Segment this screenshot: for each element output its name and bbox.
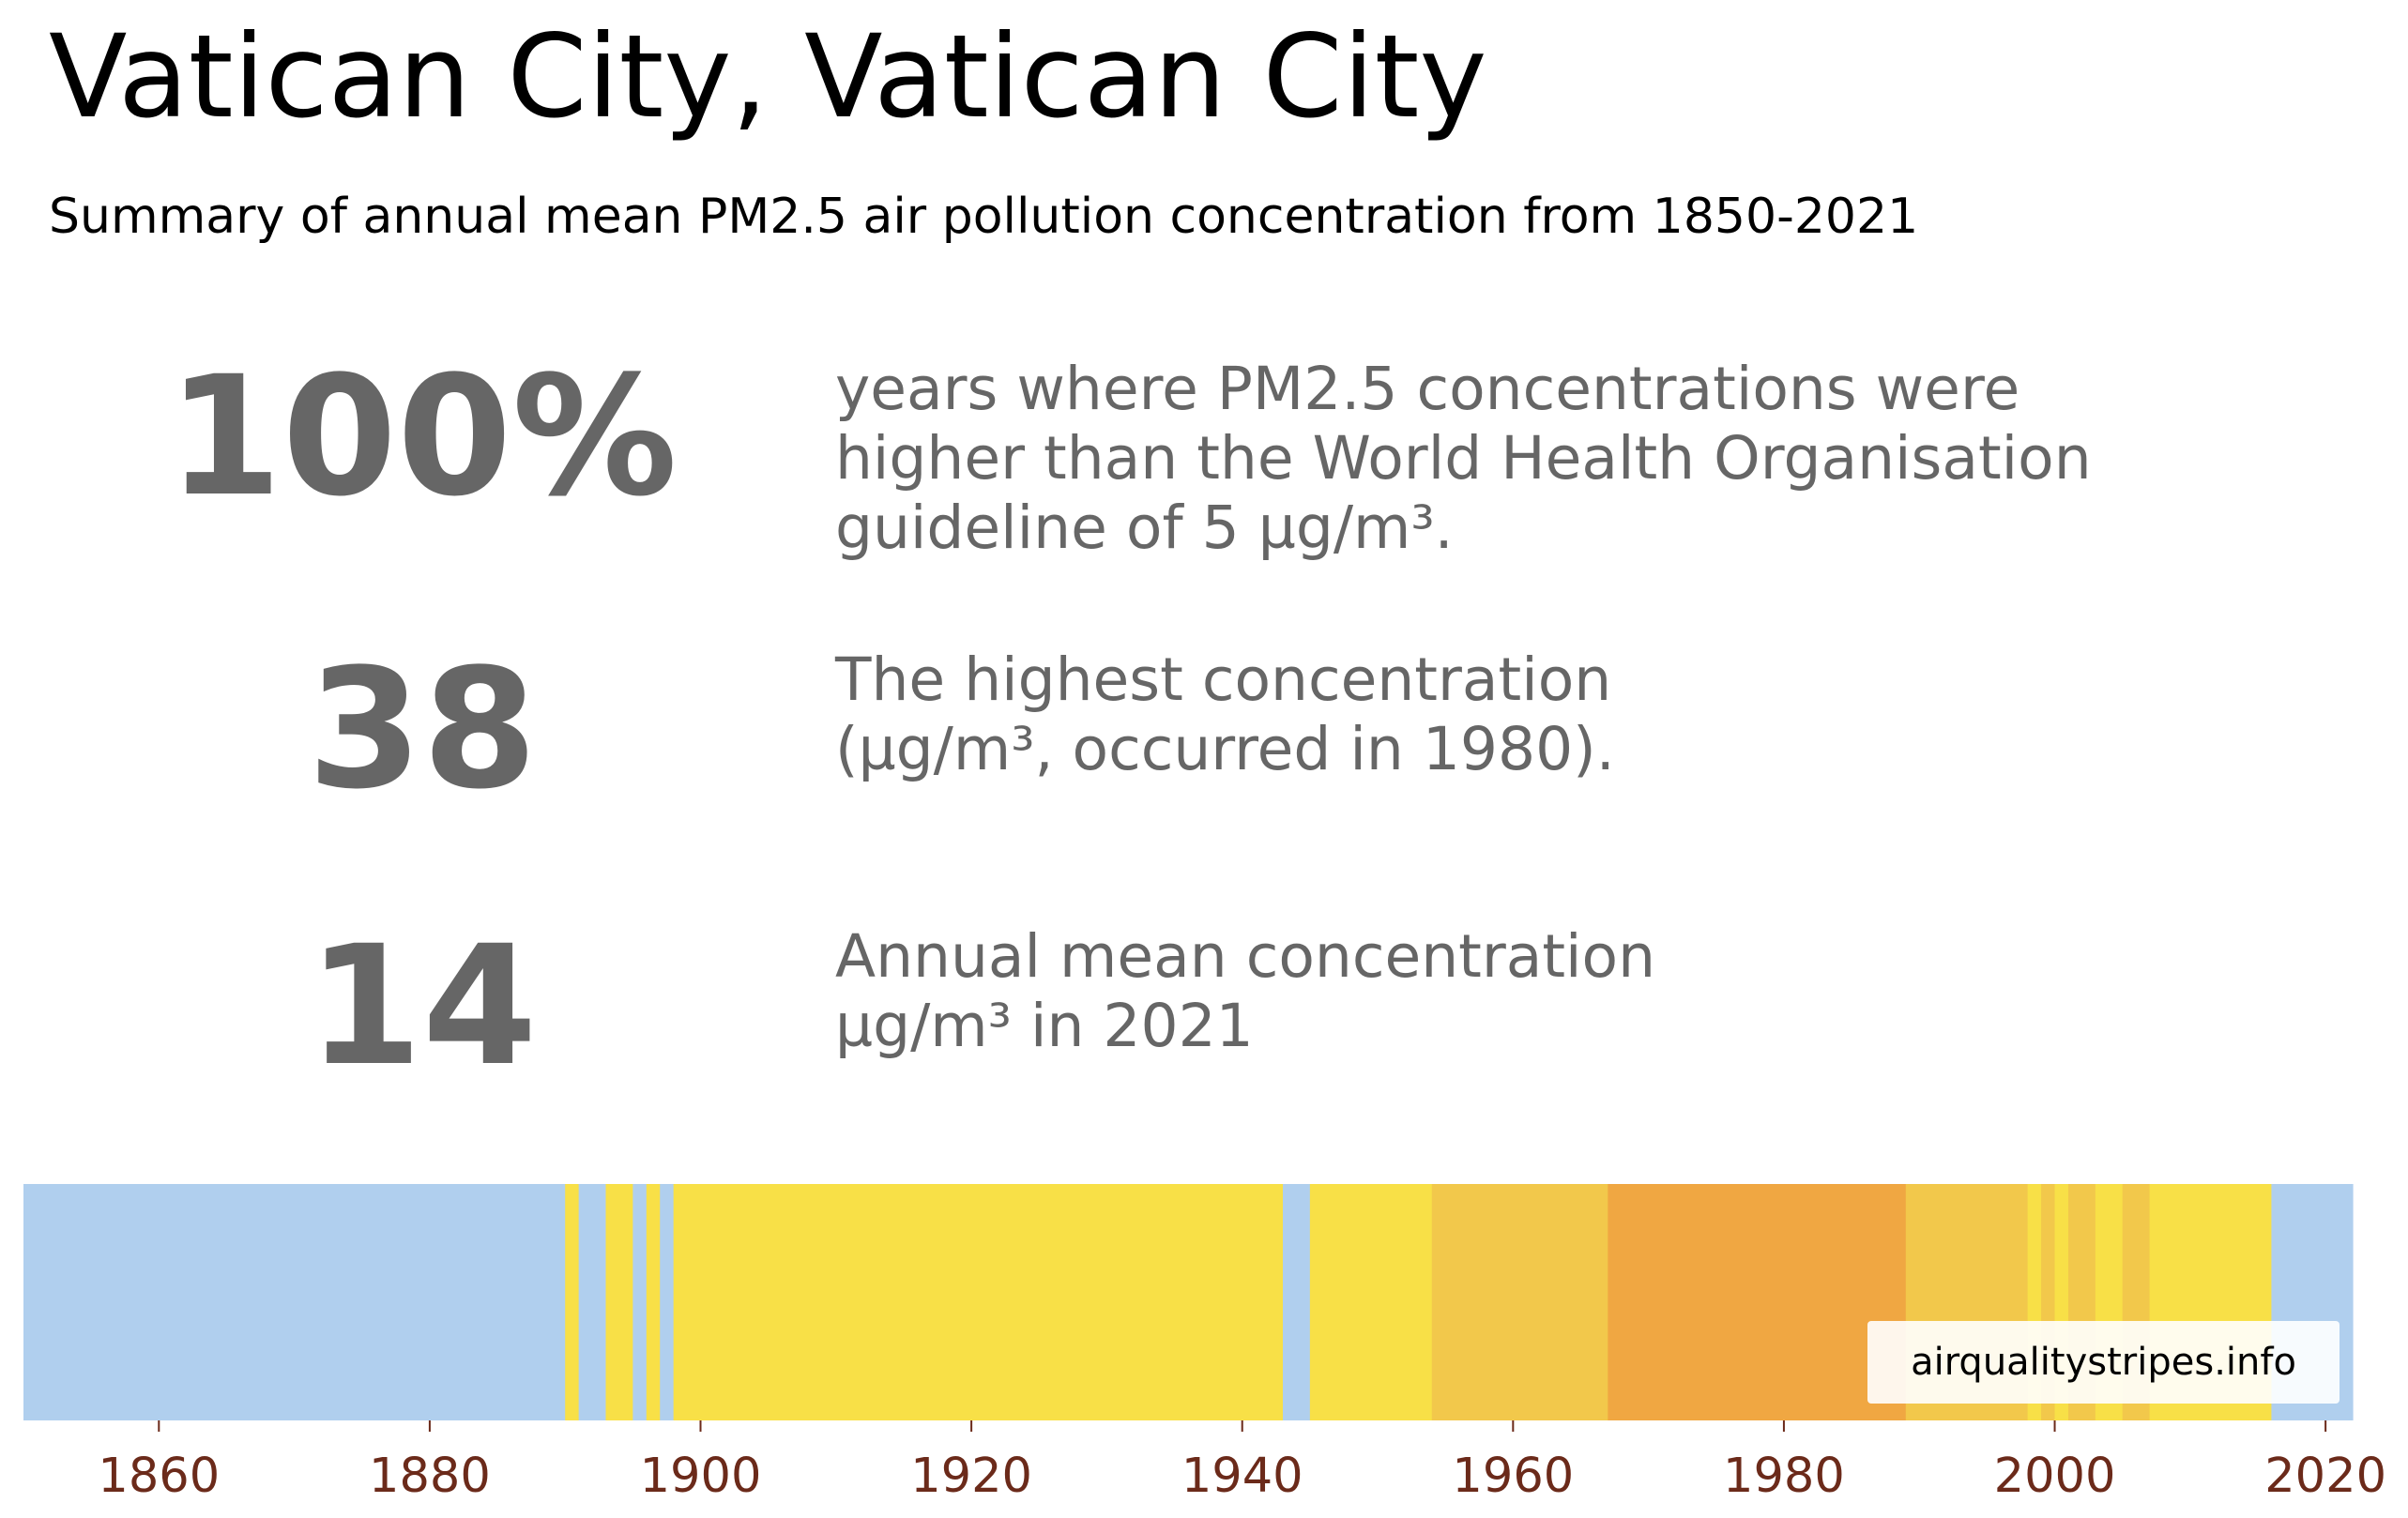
x-tick-label: 1920 xyxy=(910,1449,1032,1504)
stat-description-percent-above-guideline: years where PM2.5 concentrations were hi… xyxy=(835,355,2092,562)
stripe-1850-1890 xyxy=(23,1184,566,1420)
stripe-1890-1891 xyxy=(565,1184,580,1420)
stripe-1945-1954 xyxy=(1309,1184,1433,1420)
x-tick-label: 1980 xyxy=(1723,1449,1845,1504)
x-tick-label: 1940 xyxy=(1181,1449,1303,1504)
stripe-1897-1898 xyxy=(660,1184,675,1420)
stripe-1893-1895 xyxy=(605,1184,633,1420)
credit-label: airqualitystripes.info xyxy=(1867,1321,2339,1404)
stripe-1967-1989 xyxy=(1608,1184,1907,1420)
page-subtitle: Summary of annual mean PM2.5 air polluti… xyxy=(49,189,1919,245)
stripe-1896-1897 xyxy=(646,1184,661,1420)
x-axis: 1860 1880 1900 1920 1940 1960 1980 2000 2020 xyxy=(98,1420,2386,1504)
stat-description-highest-concentration: The highest concentration (µg/m³, occurr… xyxy=(835,645,1615,783)
x-tick-label: 1960 xyxy=(1452,1449,1574,1504)
stripe-1898-1943 xyxy=(673,1184,1284,1420)
stripe-1895-1896 xyxy=(632,1184,648,1420)
stat-value-percent-above-guideline: 100% xyxy=(167,341,678,533)
x-tick-label: 1860 xyxy=(98,1449,220,1504)
page-title: Vatican City, Vatican City xyxy=(49,10,1487,144)
stripe-1891-1893 xyxy=(578,1184,607,1420)
stat-description-annual-mean: Annual mean concentration µg/m³ in 2021 xyxy=(835,922,1656,1060)
x-tick-label: 2020 xyxy=(2264,1449,2386,1504)
stripe-1943-1945 xyxy=(1283,1184,1311,1420)
stripe-1954-1967 xyxy=(1431,1184,1608,1420)
stat-value-annual-mean: 14 xyxy=(307,910,538,1102)
stat-value-highest-concentration: 38 xyxy=(307,633,538,826)
x-tick-label: 2000 xyxy=(1994,1449,2116,1504)
x-tick-label: 1900 xyxy=(640,1449,762,1504)
x-tick-label: 1880 xyxy=(369,1449,491,1504)
